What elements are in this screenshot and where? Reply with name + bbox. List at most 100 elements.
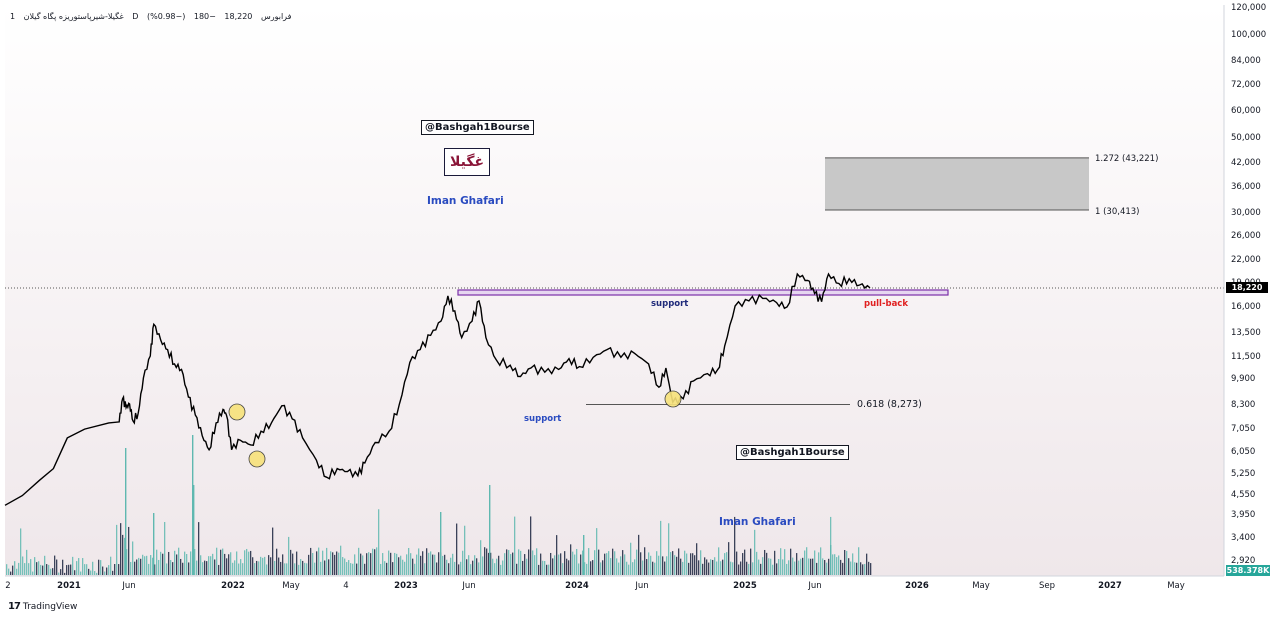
volume-bar (68, 564, 70, 575)
pivot-markers (228, 390, 682, 468)
volume-bar (544, 561, 546, 575)
volume-bar (402, 559, 404, 575)
volume-bar (180, 558, 182, 575)
volume-bar (224, 553, 226, 575)
volume-bar (664, 561, 666, 575)
volume-bar (80, 571, 82, 575)
volume-bar (90, 570, 92, 575)
volume-bar (800, 558, 802, 575)
volume-bar (616, 558, 618, 575)
volume-bar (416, 554, 418, 575)
price-axis[interactable]: 120,000 100,000 84,000 72,000 60,000 50,000 42… (1231, 3, 1266, 566)
volume-bar (776, 563, 778, 575)
volume-bar (48, 564, 50, 575)
volume-bar (746, 561, 748, 575)
volume-bar (642, 560, 644, 575)
volume-bar (88, 568, 90, 575)
support-label-top: support (651, 299, 689, 309)
footer-brand[interactable]: 17 TradingView (8, 601, 77, 612)
volume-bar (122, 534, 124, 575)
time-axis[interactable]: 2 2021 Jun 2022 May 4 2023 Jun 2024 Jun 2025 Jun 202… (5, 581, 1185, 591)
volume-bar (442, 555, 444, 575)
volume-bar (6, 564, 8, 575)
volume-bar (572, 551, 574, 575)
volume-bar (632, 562, 634, 575)
ticker-header: 1 غگیلا-شیرپاستوریزه پگاه گیلان D فرابور… (10, 12, 297, 21)
volume-bar (858, 547, 860, 575)
volume-bar (338, 552, 340, 575)
pullback-label: pull-back (864, 299, 909, 309)
volume-bar (680, 558, 682, 575)
volume-bar (392, 562, 394, 575)
volume-bar (682, 561, 684, 575)
volume-bar (136, 559, 138, 575)
volume-bar (712, 559, 714, 575)
y-tick-label: 8,300 (1231, 400, 1255, 410)
volume-bar (30, 559, 32, 575)
volume-bar (146, 555, 148, 575)
volume-bar (242, 563, 244, 575)
volume-bar (750, 548, 752, 575)
volume-bar (810, 558, 812, 575)
volume-bar (54, 555, 56, 575)
volume-bar (848, 558, 850, 575)
volume-bar (522, 560, 524, 575)
volume-bar (196, 560, 198, 575)
x-tick-label: Jun (121, 581, 135, 591)
volume-bar (724, 553, 726, 575)
volume-bar (334, 554, 336, 575)
volume-bar (732, 562, 734, 575)
volume-bar (362, 555, 364, 575)
volume-bar (518, 549, 520, 575)
y-tick-label: 3,400 (1231, 533, 1255, 543)
y-tick-label: 26,000 (1231, 231, 1261, 241)
volume-bar (504, 553, 506, 575)
volume-bar (18, 562, 20, 575)
volume-bar (8, 568, 10, 575)
volume-bar (410, 553, 412, 575)
volume-bar (458, 564, 460, 575)
volume-bar (460, 561, 462, 575)
ticker-price: 18,220 (224, 12, 253, 21)
volume-bar (82, 558, 84, 575)
volume-bar (440, 512, 442, 575)
volume-bar (354, 554, 356, 575)
volume-bar (762, 557, 764, 575)
volume-bar (592, 560, 594, 575)
volume-bar (754, 529, 756, 575)
volume-bar (262, 557, 264, 575)
volume-bar (328, 559, 330, 575)
ticker-symbol[interactable]: غگیلا-شیرپاستوریزه پگاه گیلان (23, 12, 124, 21)
tradingview-brand: TradingView (22, 601, 78, 612)
volume-bar (202, 562, 204, 575)
volume-bar (728, 542, 730, 575)
volume-bar (188, 562, 190, 575)
fib-1-label: 1 (30,413) (1095, 207, 1140, 217)
volume-bar (854, 562, 856, 575)
volume-bar (70, 564, 72, 575)
volume-bar (488, 552, 490, 575)
volume-bar (44, 555, 46, 575)
fib-1272-label: 1.272 (43,221) (1095, 154, 1159, 164)
volume-bar (582, 550, 584, 575)
volume-bar (46, 564, 48, 575)
volume-bar (862, 564, 864, 575)
volume-bar (306, 563, 308, 575)
volume-bar (576, 548, 578, 575)
volume-bar (400, 555, 402, 575)
x-tick-label: 2025 (733, 581, 757, 591)
volume-bar (280, 561, 282, 575)
last-price-label: 18,220 (1226, 282, 1268, 293)
x-tick-label: 4 (343, 581, 348, 591)
volume-bar (218, 564, 220, 575)
volume-bar (244, 550, 246, 575)
volume-bar (326, 547, 328, 575)
volume-bar (266, 564, 268, 575)
volume-bar (256, 560, 258, 575)
volume-bar (512, 552, 514, 575)
volume-bar (698, 560, 700, 575)
volume-bar (566, 558, 568, 575)
volume-bar (76, 561, 78, 575)
volume-bar (570, 544, 572, 575)
